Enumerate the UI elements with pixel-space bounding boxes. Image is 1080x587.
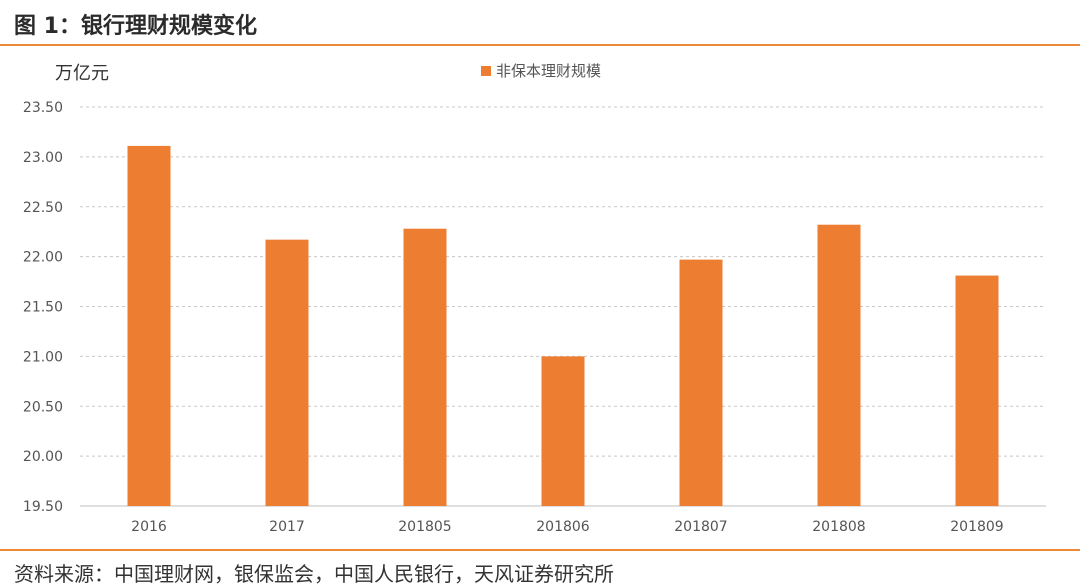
x-tick-label: 201805 (398, 519, 451, 535)
bar (403, 228, 447, 506)
y-tick-label: 21.50 (23, 300, 63, 316)
figure-header: 图 1：银行理财规模变化 (0, 0, 1080, 44)
y-tick-label: 23.50 (23, 100, 63, 116)
y-tick-label: 20.50 (23, 399, 63, 415)
legend-swatch (481, 66, 491, 76)
bar (679, 259, 723, 506)
y-tick-label: 23.00 (23, 150, 63, 166)
y-tick-label: 21.00 (23, 349, 63, 365)
header-divider (0, 44, 1080, 46)
bar (817, 224, 861, 506)
x-tick-label: 2016 (131, 519, 167, 535)
y-tick-label: 22.50 (23, 200, 63, 216)
bar (265, 239, 309, 507)
x-tick-label: 2017 (269, 519, 305, 535)
bar (127, 145, 171, 506)
bar (955, 275, 999, 506)
bar (541, 356, 585, 506)
figure-title: 图 1：银行理财规模变化 (14, 14, 257, 39)
y-axis-unit-label: 万亿元 (55, 63, 109, 84)
x-tick-label: 201809 (950, 519, 1003, 535)
x-tick-label: 201807 (674, 519, 727, 535)
bar-chart: 万亿元 非保本理财规模 19.50 20.00 20.50 21.00 21.50 22.… (23, 62, 1046, 535)
y-tick-label: 20.00 (23, 449, 63, 465)
figure-source: 资料来源：中国理财网，银保监会，中国人民银行，天风证券研究所 (14, 562, 614, 586)
legend-label: 非保本理财规模 (496, 62, 601, 80)
y-tick-label: 22.00 (23, 250, 63, 266)
x-tick-label: 201808 (812, 519, 865, 535)
x-tick-label: 201806 (536, 519, 590, 535)
y-tick-label: 19.50 (23, 499, 63, 515)
footer-divider (0, 549, 1080, 551)
legend: 非保本理财规模 (481, 62, 601, 80)
